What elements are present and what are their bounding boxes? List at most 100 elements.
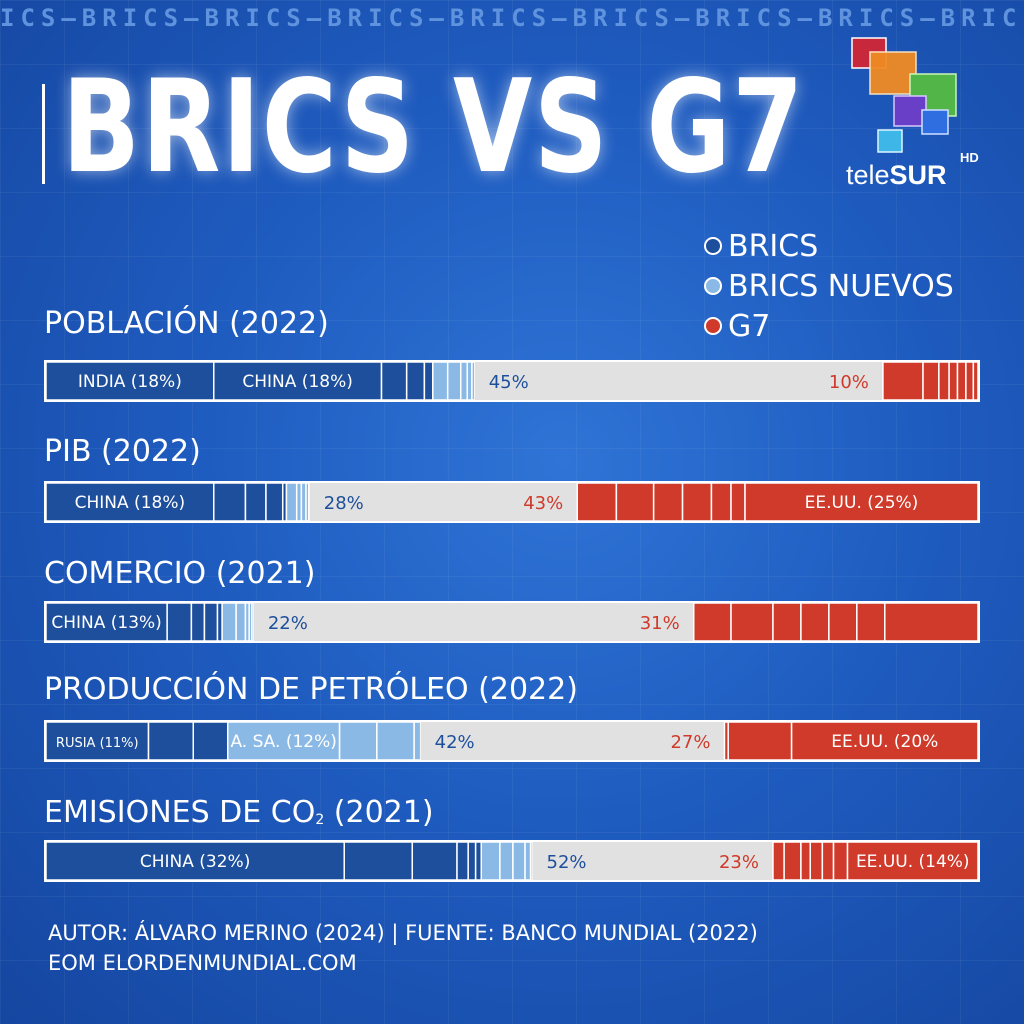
g7-total-label: 27%	[670, 732, 710, 753]
bar-segment-g7	[821, 842, 835, 880]
bar-segment-brics	[203, 603, 219, 641]
bar-segment-brics-nuevos	[285, 483, 298, 521]
bar-segment-brics-nuevos	[529, 842, 534, 880]
bar-segment-brics-nuevos	[459, 362, 469, 400]
brics-total-label: 42%	[435, 732, 475, 753]
bar-segment-brics	[423, 362, 434, 400]
bar-segment-brics-nuevos	[221, 603, 237, 641]
bar-segment-g7-label: EE.UU. (25%)	[805, 493, 919, 513]
bar-segment-g7	[692, 603, 732, 641]
bar-segment-g7	[882, 362, 924, 400]
bar-segment-g7	[972, 362, 978, 400]
g7-total-label: 10%	[829, 372, 869, 393]
bar-segment-rest	[309, 483, 578, 521]
chart-title-pib: PIB (2022)	[44, 434, 201, 469]
logo-tele: tele	[846, 160, 890, 190]
bar-segment-brics-nuevos	[524, 842, 532, 880]
bar-segment-g7	[809, 842, 824, 880]
bar-segment-brics	[405, 362, 426, 400]
bar-segment-brics-nuevos	[480, 842, 501, 880]
bar-segment-rest	[474, 362, 883, 400]
bar-segment-rest	[532, 842, 773, 880]
bar-segment-g7	[727, 722, 793, 760]
bar-svg: CHINA (32%) 52% 23% EE.UU. (14%)	[46, 842, 978, 880]
bar-segment-brics-nuevos-label: A. SA. (12%)	[230, 732, 336, 752]
brics-total-label: 28%	[324, 493, 364, 514]
legend-label: BRICS NUEVOS	[728, 268, 954, 304]
chart-title-petroleo: PRODUCCIÓN DE PETRÓLEO (2022)	[44, 672, 578, 707]
bar-segment-brics	[380, 362, 408, 400]
g7-total-label: 43%	[523, 493, 563, 514]
telesur-wordmark: teleSUR	[846, 160, 947, 191]
legend-swatch-brics	[704, 237, 722, 255]
bar-segment-brics	[343, 842, 414, 880]
bar-petroleo: RUSIA (11%) A. SA. (12%) 42% 27% EE.UU. (20%	[44, 720, 980, 762]
bar-segment-brics-nuevos	[413, 722, 422, 760]
brics-total-label: 22%	[268, 613, 308, 634]
bar-segment-g7	[938, 362, 950, 400]
footer-website: EOM ELORDENMUNDIAL.COM	[48, 951, 357, 975]
bar-segment-brics	[147, 722, 195, 760]
bar-segment-g7	[710, 483, 732, 521]
bar-segment-brics	[411, 842, 458, 880]
bar-segment-g7	[652, 483, 684, 521]
bar-emisiones: CHINA (32%) 52% 23% EE.UU. (14%)	[44, 840, 980, 882]
bar-comercio: CHINA (13%) 22% 31%	[44, 601, 980, 643]
bar-segment-g7-label: EE.UU. (14%)	[856, 852, 970, 872]
bar-segment-g7	[884, 603, 978, 641]
bar-segment-g7	[922, 362, 940, 400]
legend-item-brics-nuevos: BRICS NUEVOS	[704, 266, 1004, 306]
bar-svg: INDIA (18%) CHINA (18%) 45% 10%	[46, 362, 978, 400]
bar-segment-g7	[956, 362, 967, 400]
bar-segment-brics-nuevos	[471, 362, 476, 400]
legend-swatch-g7	[704, 317, 722, 335]
bar-svg: CHINA (13%) 22% 31%	[46, 603, 978, 641]
bar-segment-brics	[190, 603, 206, 641]
bar-segment-rest	[420, 722, 725, 760]
legend-label: BRICS	[728, 228, 819, 264]
bar-segment-g7	[783, 842, 802, 880]
bar-segment-g7	[681, 483, 713, 521]
bar-segment-brics-label: CHINA (18%)	[75, 493, 185, 513]
chart-title-emisiones-part1: EMISIONES DE CO	[44, 795, 316, 830]
legend-item-g7: G7	[704, 306, 1004, 346]
telesur-logo: teleSUR HD	[840, 34, 990, 194]
bar-segment-g7	[615, 483, 655, 521]
footer-author-source: AUTOR: ÁLVARO MERINO (2024) | FUENTE: BA…	[48, 921, 758, 945]
bar-segment-brics-nuevos	[376, 722, 415, 760]
chart-title-poblacion: POBLACIÓN (2022)	[44, 306, 329, 341]
bar-segment-brics-label: CHINA (18%)	[242, 372, 352, 392]
bar-segment-g7-label: EE.UU. (20%	[831, 732, 938, 752]
bar-segment-brics	[265, 483, 284, 521]
bar-segment-rest	[253, 603, 694, 641]
bar-segment-brics-nuevos	[251, 603, 255, 641]
g7-total-label: 23%	[719, 852, 759, 873]
page-title: BRICS VS G7	[62, 53, 805, 202]
legend-swatch-brics-nuevos	[704, 277, 722, 295]
chart-title-emisiones-part2: (2021)	[324, 795, 434, 830]
bar-svg: RUSIA (11%) A. SA. (12%) 42% 27% EE.UU. (20%	[46, 722, 978, 760]
bar-segment-brics	[474, 842, 482, 880]
bar-segment-brics-nuevos	[338, 722, 378, 760]
bar-segment-g7	[772, 842, 785, 880]
g7-total-label: 31%	[640, 613, 680, 634]
bar-segment-g7	[800, 603, 830, 641]
footer: AUTOR: ÁLVARO MERINO (2024) | FUENTE: BA…	[48, 918, 758, 978]
bar-segment-brics-nuevos	[432, 362, 449, 400]
legend-label: G7	[728, 308, 771, 344]
chart-title-emisiones-sub: 2	[315, 812, 325, 828]
bar-segment-g7	[832, 842, 849, 880]
bar-segment-brics	[213, 362, 383, 400]
telesur-cubes-icon	[851, 37, 957, 153]
bar-segment-g7	[790, 722, 978, 760]
title-accent-line	[42, 84, 45, 184]
legend: BRICS BRICS NUEVOS G7	[704, 226, 1004, 346]
bar-pib: CHINA (18%) 28% 43% EE.UU. (25%)	[44, 481, 980, 523]
bar-segment-brics-label: CHINA (13%)	[51, 613, 161, 633]
brics-total-label: 45%	[489, 372, 529, 393]
bar-segment-g7	[744, 483, 978, 521]
bar-segment-g7	[948, 362, 959, 400]
bar-segment-g7	[730, 483, 746, 521]
bar-segment-g7	[846, 842, 978, 880]
bar-segment-g7	[856, 603, 886, 641]
